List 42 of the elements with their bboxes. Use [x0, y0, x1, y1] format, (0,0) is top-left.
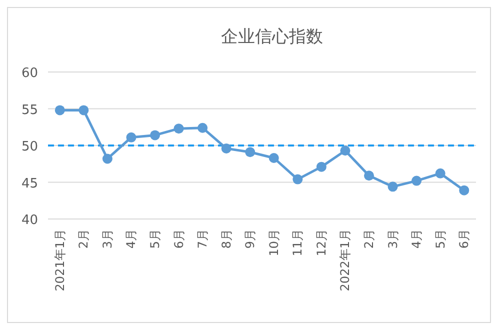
- x-tick-label: 7月: [196, 229, 210, 249]
- y-tick-label: 50: [21, 140, 38, 154]
- point: [174, 124, 184, 134]
- x-tick-label: 5月: [433, 229, 448, 249]
- point: [78, 105, 89, 116]
- x-tick-label: 3月: [386, 229, 400, 249]
- point: [150, 130, 160, 140]
- x-tick-label: 2月: [76, 229, 91, 249]
- x-tick-label: 5月: [148, 229, 162, 249]
- x-tick-label: 4月: [124, 229, 138, 249]
- y-tick-label: 60: [21, 66, 38, 81]
- point: [268, 152, 279, 163]
- point: [198, 122, 208, 133]
- point: [435, 168, 446, 178]
- x-tick-label: 6月: [457, 229, 472, 249]
- x-tick-label: 3月: [100, 229, 114, 249]
- y-tick-label: 55: [21, 102, 38, 118]
- point: [388, 182, 398, 192]
- x-tick-label: 9月: [243, 229, 258, 249]
- x-tick-label: 2月: [362, 229, 376, 249]
- x-tick-label: 4月: [410, 229, 424, 249]
- y-tick-label: 40: [21, 213, 38, 228]
- point: [102, 154, 112, 164]
- point: [459, 185, 470, 196]
- point: [221, 143, 232, 154]
- point: [340, 146, 350, 156]
- x-tick-label: 12月: [314, 229, 328, 256]
- title: 企业信心指数: [221, 27, 323, 47]
- x-tick-label: 8月: [219, 229, 234, 249]
- x-tick-label: 2021年1月: [52, 229, 67, 292]
- point: [412, 176, 422, 186]
- point: [364, 170, 374, 181]
- point: [245, 147, 256, 158]
- point: [126, 132, 136, 142]
- x-tick-label: 2022年1月: [338, 229, 352, 292]
- point: [316, 162, 326, 172]
- x-tick-label: 11月: [290, 229, 305, 256]
- point: [292, 174, 303, 184]
- x-tick-label: 6月: [172, 229, 186, 249]
- point: [54, 105, 65, 116]
- x-tick-label: 10月: [266, 229, 281, 256]
- y-tick-label: 45: [21, 176, 38, 192]
